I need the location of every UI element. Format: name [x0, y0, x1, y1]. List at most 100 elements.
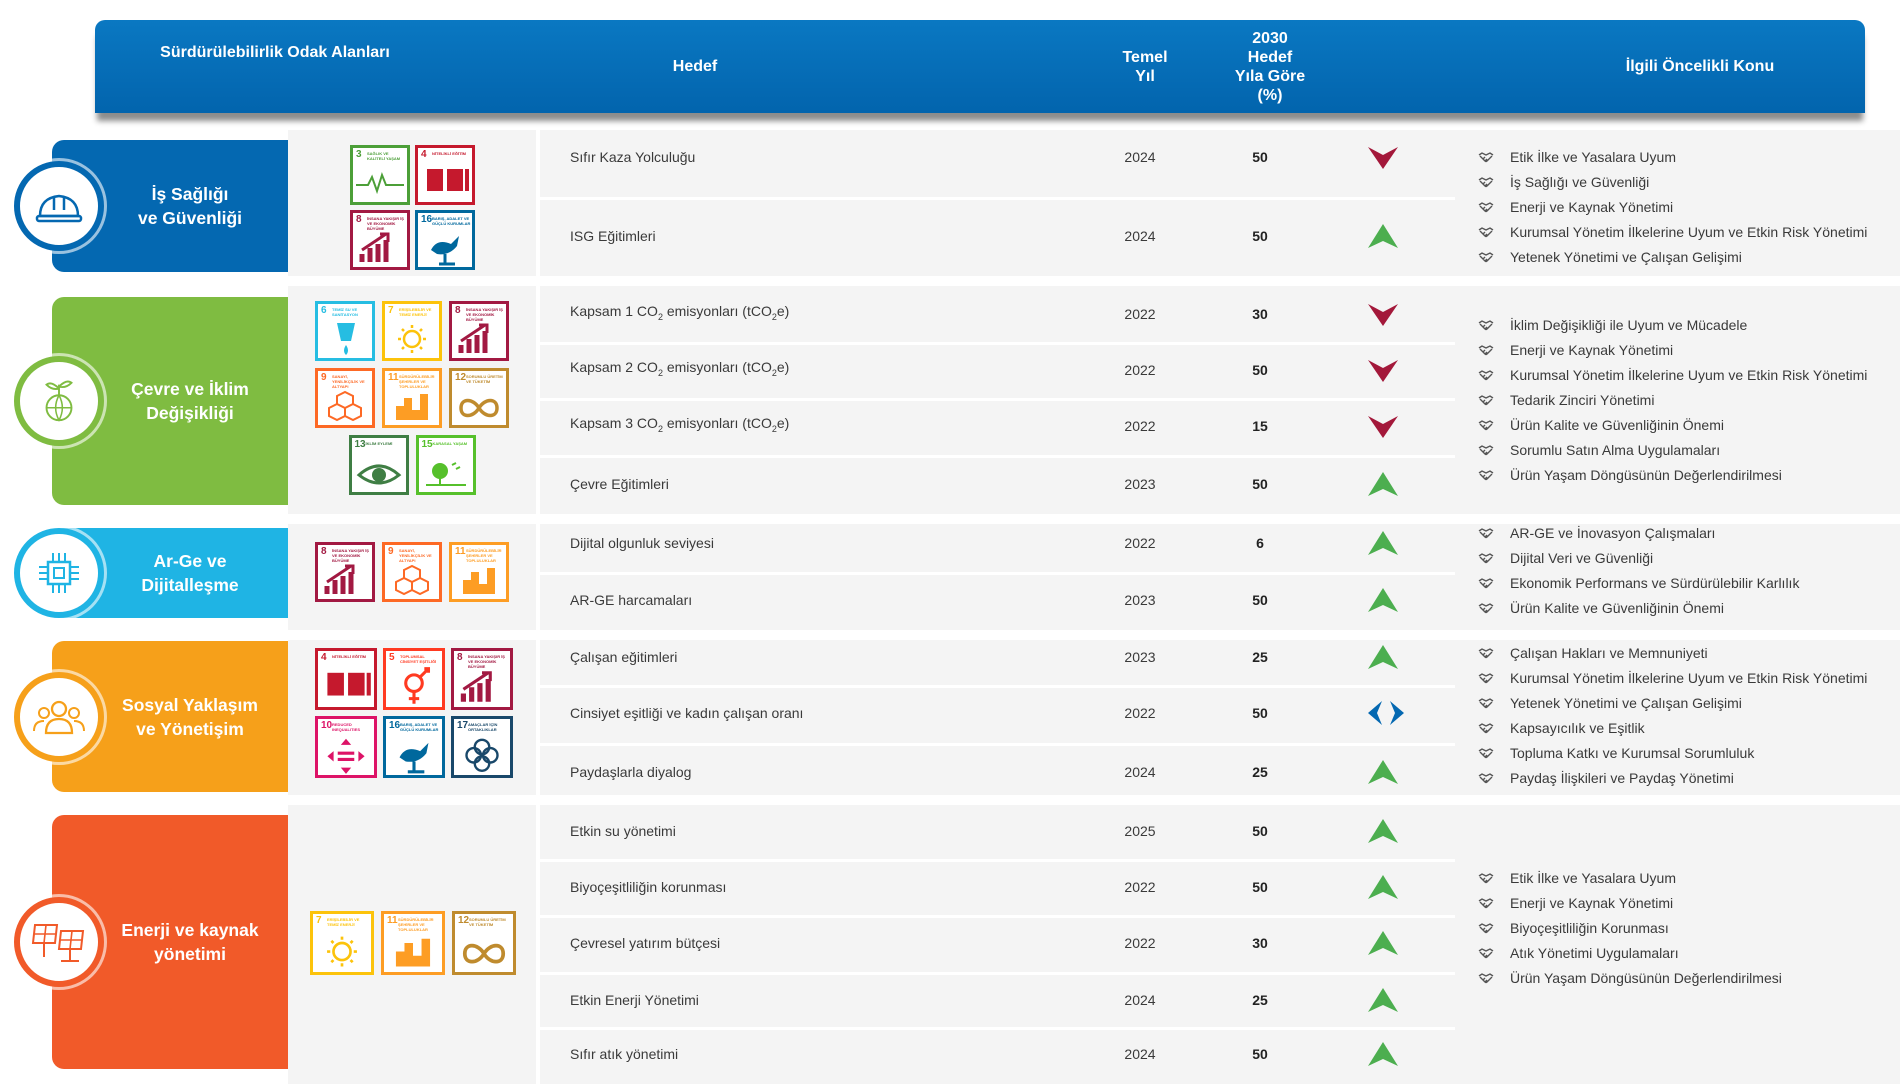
sdg-goal-9: 9 SANAYİ, YENİLİKÇİLİK VE ALTYAPI [382, 542, 442, 602]
base-year: 2022 [1124, 362, 1156, 378]
hard-hat-icon [14, 161, 104, 251]
list-item: Ürün Yaşam Döngüsünün Değerlendirilmesi [1478, 463, 1867, 488]
topic-label: Biyoçeşitliliğin Korunması [1510, 920, 1669, 936]
sdg-goal-8: 8 İNSANA YAKIŞIR İŞ VE EKONOMİK BÜYÜME [451, 648, 513, 710]
up-arrow-icon [1366, 643, 1400, 671]
list-item: Etik İlke ve Yasalara Uyum [1478, 145, 1867, 170]
sdg-label: SÜRDÜRÜLEBİLİR ŞEHİRLER VE TOPLULUKLAR [398, 917, 434, 932]
section-band [288, 524, 1900, 630]
base-year: 2023 [1124, 592, 1156, 608]
down-arrow-icon [1366, 143, 1400, 171]
target-percent: 50 [1252, 879, 1268, 895]
section-title: Çevre ve İklim Değişikliği [131, 379, 249, 423]
goal-text: Etkin Enerji Yönetimi [570, 992, 699, 1008]
handshake-icon [1478, 698, 1494, 709]
header-target: 2030 Hedef Yıla Göre (%) [1215, 20, 1325, 113]
topic-label: Dijital Veri ve Güvenliği [1510, 550, 1654, 566]
sdg-goal-8: 8 İNSANA YAKIŞIR İŞ VE EKONOMİK BÜYÜME [350, 210, 410, 270]
topic-label: Ürün Kalite ve Güvenliğinin Önemi [1510, 600, 1724, 616]
handshake-icon [1478, 395, 1494, 406]
section-title: Ar-Ge ve Dijitalleşme [141, 551, 239, 595]
sdg-label: KARASAL YAŞAM [432, 441, 468, 446]
base-year: 2024 [1124, 149, 1156, 165]
sdg-number: 11 [387, 915, 398, 926]
sdg-number: 5 [389, 652, 395, 663]
up-arrow-icon [1366, 817, 1400, 845]
row-divider [540, 1027, 1455, 1030]
target-percent: 50 [1252, 228, 1268, 244]
goal-text: Kapsam 1 CO2 emisyonları (tCO2e) [570, 303, 790, 322]
sdg-number: 8 [356, 214, 362, 225]
up-arrow-icon [1366, 586, 1400, 614]
sdg-goal-16: 16 BARIŞ, ADALET VE GÜÇLÜ KURUMLAR [415, 210, 475, 270]
list-item: Ürün Kalite ve Güvenliğinin Önemi [1478, 413, 1867, 438]
goal-text: Çevre Eğitimleri [570, 476, 669, 492]
sdg-goal-11: 11 SÜRDÜRÜLEBİLİR ŞEHİRLER VE TOPLULUKLA… [382, 368, 442, 428]
down-arrow-icon [1366, 412, 1400, 440]
sdg-number: 9 [388, 546, 394, 557]
sdg-number: 11 [388, 372, 399, 383]
topic-label: Ürün Yaşam Döngüsünün Değerlendirilmesi [1510, 970, 1782, 986]
list-item: Tedarik Zinciri Yönetimi [1478, 388, 1867, 413]
target-percent: 25 [1252, 649, 1268, 665]
list-item: Dijital Veri ve Güvenliği [1478, 546, 1799, 571]
section-band [288, 130, 1900, 276]
goal-text: Çalışan eğitimleri [570, 649, 678, 665]
up-arrow-icon [1366, 929, 1400, 957]
list-item: Enerji ve Kaynak Yönetimi [1478, 891, 1782, 916]
down-arrow-icon [1366, 300, 1400, 328]
target-percent: 25 [1252, 764, 1268, 780]
sdg-number: 9 [321, 372, 327, 383]
goal-text: Etkin su yönetimi [570, 823, 676, 839]
handshake-icon [1478, 445, 1494, 456]
sdg-label: NİTELİKLİ EĞİTİM [432, 151, 466, 156]
list-item: Ürün Kalite ve Güvenliğinin Önemi [1478, 596, 1799, 621]
handshake-icon [1478, 723, 1494, 734]
list-item: Kurumsal Yönetim İlkelerine Uyum ve Etki… [1478, 220, 1867, 245]
topic-label: Paydaş İlişkileri ve Paydaş Yönetimi [1510, 770, 1734, 786]
topic-label: Enerji ve Kaynak Yönetimi [1510, 342, 1674, 358]
sdg-goal-9: 9 SANAYİ, YENİLİKÇİLİK VE ALTYAPI [315, 368, 375, 428]
sdg-goal-11: 11 SÜRDÜRÜLEBİLİR ŞEHİRLER VE TOPLULUKLA… [381, 911, 445, 975]
column-divider [536, 524, 540, 630]
row-divider [540, 572, 1455, 575]
base-year: 2024 [1124, 228, 1156, 244]
topic-label: Topluma Katkı ve Kurumsal Sorumluluk [1510, 745, 1755, 761]
column-divider [536, 805, 540, 1084]
base-year: 2022 [1124, 935, 1156, 951]
sdg-label: SAĞLIK VE KALİTELİ YAŞAM [367, 151, 401, 161]
sdg-goal-15: 15 KARASAL YAŞAM [415, 435, 476, 495]
section-band [288, 640, 1900, 795]
list-item: Sorumlu Satın Alma Uygulamaları [1478, 438, 1867, 463]
topic-label: Ürün Kalite ve Güvenliğinin Önemi [1510, 417, 1724, 433]
topic-label: Sorumlu Satın Alma Uygulamaları [1510, 442, 1721, 458]
topic-label: Enerji ve Kaynak Yönetimi [1510, 199, 1674, 215]
sdg-label: SÜRDÜRÜLEBİLİR ŞEHİRLER VE TOPLULUKLAR [399, 374, 435, 389]
row-divider [540, 342, 1455, 345]
sdg-label: REDUCED INEQUALITIES [332, 722, 361, 732]
topic-label: Atık Yönetimi Uygulamaları [1510, 945, 1679, 961]
priority-topics: Etik İlke ve Yasalara Uyum İş Sağlığı ve … [1478, 145, 1867, 270]
handshake-icon [1478, 420, 1494, 431]
sdg-number: 16 [389, 720, 401, 731]
handshake-icon [1478, 370, 1494, 381]
row-divider [540, 197, 1455, 200]
topic-label: İş Sağlığı ve Güvenliği [1510, 174, 1650, 190]
topic-label: Tedarik Zinciri Yönetimi [1510, 392, 1655, 408]
topic-label: Ekonomik Performans ve Sürdürülebilir Ka… [1510, 575, 1800, 591]
solar-panel-icon [14, 897, 104, 987]
section-title: İş Sağlığı ve Güvenliği [137, 184, 243, 228]
sdg-number: 8 [455, 305, 461, 316]
sdg-label: SORUMLU ÜRETİM VE TÜKETİM [469, 917, 506, 927]
list-item: Enerji ve Kaynak Yönetimi [1478, 195, 1867, 220]
sdg-goal-12: 12 SORUMLU ÜRETİM VE TÜKETİM [452, 911, 516, 975]
sdg-goal-7: 7 ERİŞİLEBİLİR VE TEMİZ ENERJİ [310, 911, 374, 975]
topic-label: Kurumsal Yönetim İlkelerine Uyum ve Etki… [1510, 670, 1868, 686]
topic-label: Kurumsal Yönetim İlkelerine Uyum ve Etki… [1510, 367, 1868, 383]
sdg-goal-8: 8 İNSANA YAKIŞIR İŞ VE EKONOMİK BÜYÜME [449, 301, 509, 361]
topic-label: Yetenek Yönetimi ve Çalışan Gelişimi [1510, 249, 1742, 265]
up-arrow-icon [1366, 529, 1400, 557]
handshake-icon [1478, 973, 1494, 984]
topic-label: Kurumsal Yönetim İlkelerine Uyum ve Etki… [1510, 224, 1868, 240]
sdg-number: 12 [455, 372, 467, 383]
